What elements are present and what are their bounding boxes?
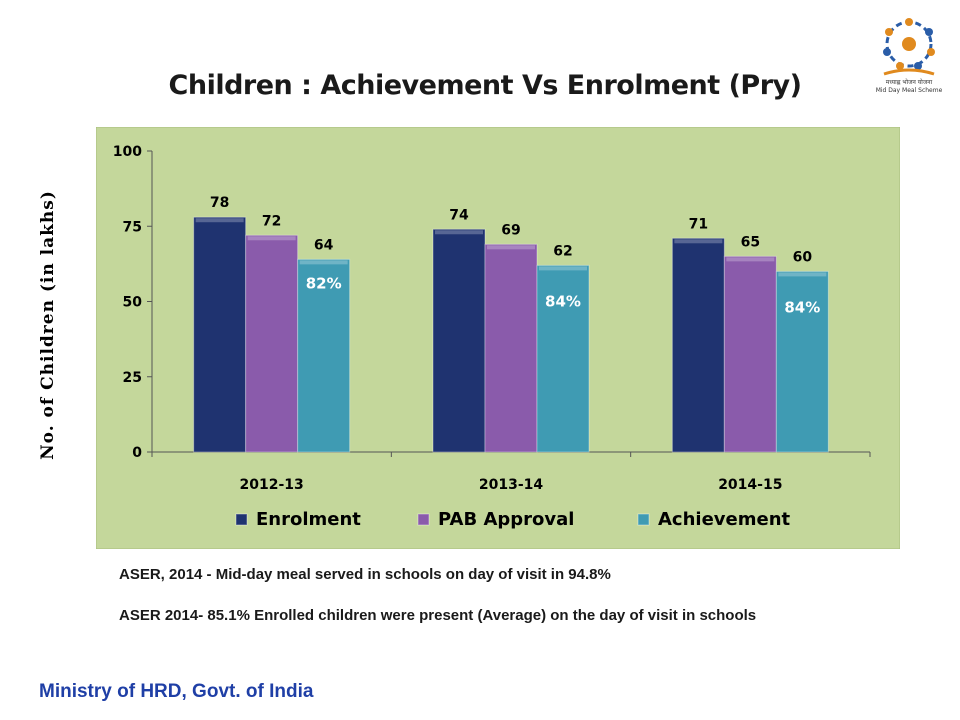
x-tick-label: 2012-13 bbox=[240, 477, 304, 493]
bar bbox=[671, 237, 725, 453]
bar bbox=[432, 228, 486, 453]
bar-highlight bbox=[674, 239, 723, 244]
percent-annotation: 84% bbox=[784, 298, 820, 316]
bar-highlight bbox=[195, 218, 244, 223]
mid-day-meal-logo: मध्याह्न भोजन योजना Mid Day Meal Scheme bbox=[876, 18, 943, 94]
percent-annotation: 82% bbox=[306, 274, 342, 292]
logo-caption-hindi: मध्याह्न भोजन योजना bbox=[886, 78, 933, 86]
legend-label: PAB Approval bbox=[438, 509, 574, 530]
percent-annotation: 84% bbox=[545, 292, 581, 310]
bar bbox=[297, 258, 351, 453]
legend-label: Enrolment bbox=[256, 509, 361, 530]
y-tick-label: 75 bbox=[123, 219, 142, 235]
data-label: 65 bbox=[741, 234, 760, 250]
data-label: 60 bbox=[793, 249, 813, 265]
aser-note-attendance: ASER 2014- 85.1% Enrolled children were … bbox=[119, 607, 757, 624]
chart-title: Children : Achievement Vs Enrolment (Pry… bbox=[168, 70, 802, 101]
bar bbox=[484, 243, 538, 453]
legend-swatch bbox=[637, 513, 650, 526]
bar bbox=[723, 255, 777, 453]
bar bbox=[775, 270, 829, 453]
y-tick-label: 100 bbox=[113, 144, 142, 160]
data-label: 62 bbox=[553, 243, 572, 259]
data-label: 72 bbox=[262, 213, 281, 229]
legend: Enrolment PAB Approval Achievement bbox=[235, 509, 791, 530]
x-tick-label: 2013-14 bbox=[479, 477, 544, 493]
footer-ministry: Ministry of HRD, Govt. of India bbox=[39, 681, 314, 702]
bar-highlight bbox=[778, 272, 827, 277]
bar-highlight bbox=[299, 260, 348, 265]
bars: 78 72 64 82% 74 69 62 84% 71 65 60 84% bbox=[193, 195, 829, 453]
y-tick-label: 25 bbox=[123, 370, 142, 386]
bar-highlight bbox=[435, 230, 483, 235]
bar-highlight bbox=[726, 257, 775, 262]
data-label: 69 bbox=[501, 222, 520, 238]
bar bbox=[245, 234, 299, 453]
data-label: 74 bbox=[449, 207, 469, 223]
logo-caption-english: Mid Day Meal Scheme bbox=[876, 87, 943, 94]
bar-chart: 0 25 50 75 100 2012-13 2013-14 2014-15 78 72 64 8… bbox=[96, 127, 900, 549]
legend-swatch bbox=[235, 513, 248, 526]
bar-highlight bbox=[539, 266, 587, 271]
y-tick-label: 0 bbox=[132, 445, 142, 461]
bar-highlight bbox=[487, 245, 535, 250]
bar-highlight bbox=[247, 236, 296, 241]
bar bbox=[193, 216, 247, 453]
bar bbox=[536, 264, 590, 453]
legend-swatch bbox=[417, 513, 430, 526]
data-label: 64 bbox=[314, 237, 334, 253]
y-axis: 0 25 50 75 100 bbox=[113, 144, 153, 461]
logo-ring-icon bbox=[883, 18, 935, 70]
aser-note-meal: ASER, 2014 - Mid-day meal served in scho… bbox=[119, 566, 611, 583]
legend-label: Achievement bbox=[658, 509, 791, 530]
y-tick-label: 50 bbox=[123, 295, 143, 311]
data-label: 71 bbox=[689, 216, 708, 232]
data-label: 78 bbox=[210, 195, 229, 211]
x-tick-label: 2014-15 bbox=[718, 477, 782, 493]
